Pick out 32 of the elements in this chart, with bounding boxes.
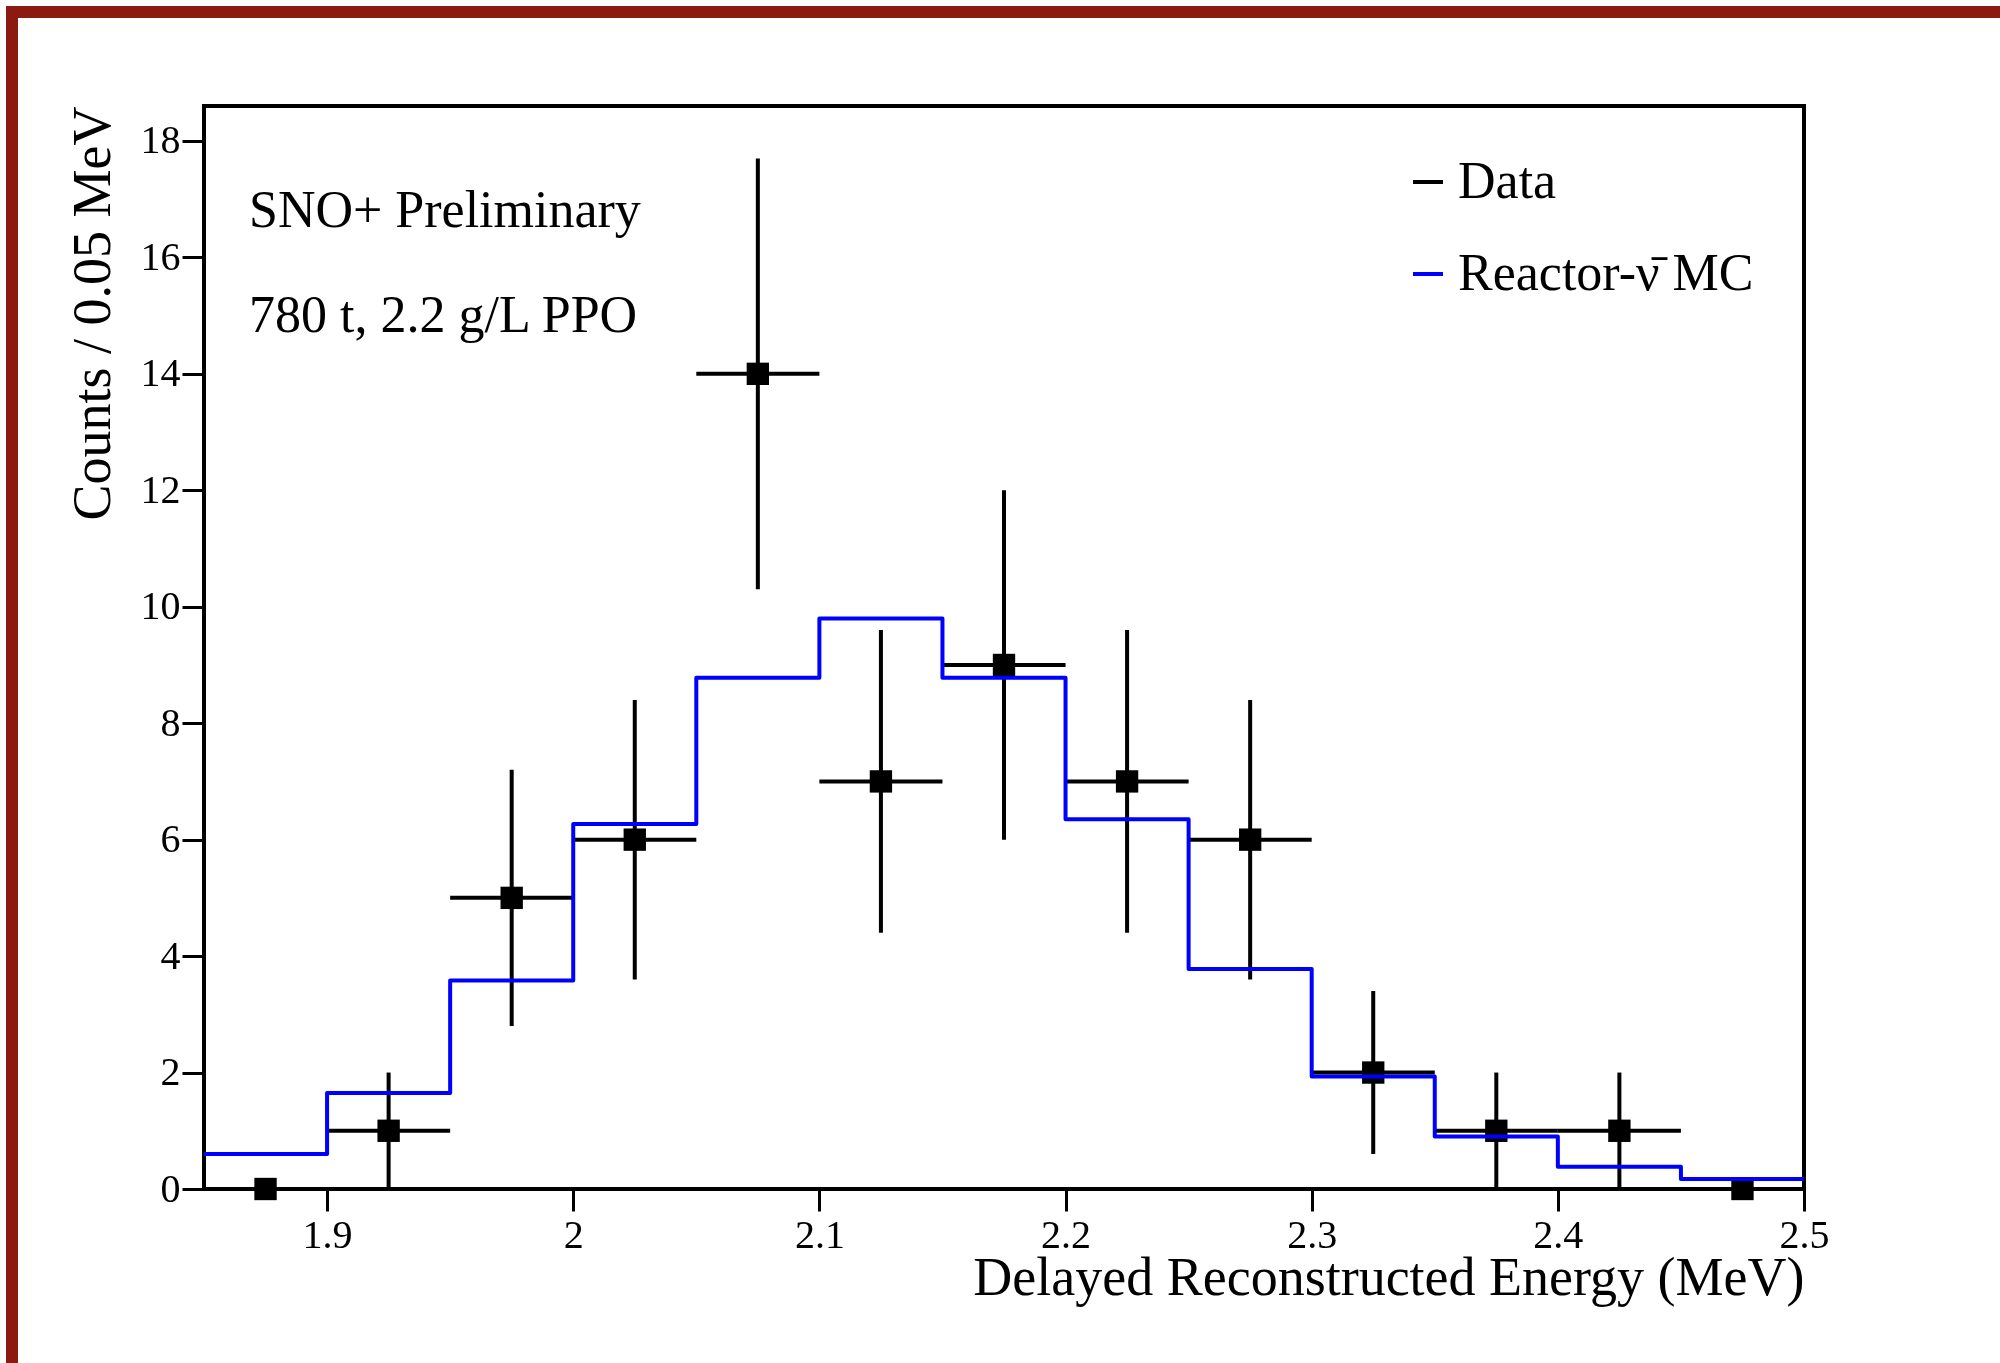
x-tick-label: 2 bbox=[563, 1211, 584, 1257]
y-tick-label: 10 bbox=[140, 583, 181, 629]
point bbox=[1608, 1119, 1631, 1142]
annotation: 780 t, 2.2 g/L PPO bbox=[249, 286, 638, 343]
point bbox=[992, 653, 1016, 677]
x-tick-label: 1.9 bbox=[302, 1211, 353, 1257]
point bbox=[254, 1177, 277, 1201]
point bbox=[1238, 828, 1262, 851]
y-tick-label: 16 bbox=[140, 233, 181, 279]
x-tick-label: 2.4 bbox=[1533, 1211, 1584, 1257]
annotation: SNO+ Preliminary bbox=[249, 181, 641, 238]
legend-label: Reactor-ν̄ MC bbox=[1458, 244, 1754, 301]
point bbox=[869, 770, 893, 793]
y-tick-label: 4 bbox=[160, 932, 181, 978]
point bbox=[623, 828, 646, 851]
y-tick-label: 0 bbox=[160, 1165, 181, 1211]
y-tick-label: 18 bbox=[140, 117, 181, 163]
x-tick-label: 2.3 bbox=[1287, 1211, 1338, 1257]
y-tick-label: 8 bbox=[160, 699, 181, 745]
point bbox=[377, 1119, 400, 1142]
y-tick-label: 12 bbox=[140, 466, 181, 512]
point bbox=[500, 886, 523, 910]
point bbox=[746, 362, 770, 386]
x-tick-label: 2.1 bbox=[794, 1211, 845, 1257]
legend-label: Data bbox=[1458, 152, 1557, 209]
y-axis-title: Counts / 0.05 MeV bbox=[61, 106, 122, 521]
y-tick-label: 2 bbox=[160, 1049, 181, 1095]
y-tick-label: 14 bbox=[140, 350, 181, 396]
x-tick-label: 2.2 bbox=[1041, 1211, 1092, 1257]
x-tick-label: 2.5 bbox=[1779, 1211, 1830, 1257]
y-tick-label: 6 bbox=[160, 816, 181, 862]
point bbox=[1115, 770, 1139, 793]
